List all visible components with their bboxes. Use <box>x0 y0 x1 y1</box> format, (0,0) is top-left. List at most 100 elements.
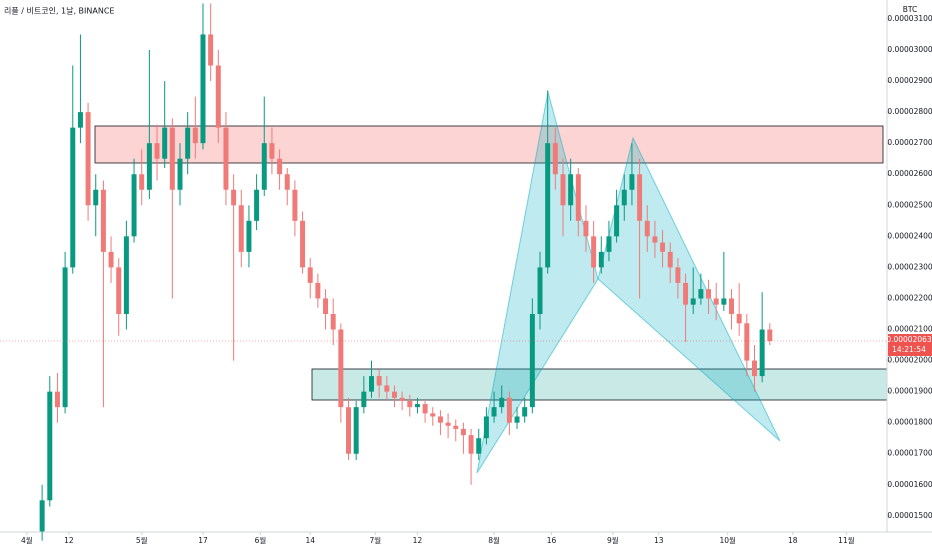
candle-body <box>384 385 390 392</box>
candle-body <box>231 189 237 206</box>
candle-body <box>644 220 650 237</box>
candle-body <box>744 323 750 361</box>
candle-body <box>729 298 734 314</box>
candle-body <box>323 298 329 314</box>
candle-body <box>629 174 635 190</box>
candle-body <box>545 143 551 268</box>
x-tick-label: 8월 <box>488 535 500 545</box>
candle-body <box>399 397 405 401</box>
y-tick-label: 0.00002200 <box>887 293 932 302</box>
last-price-tag <box>888 334 932 357</box>
candle-body <box>591 236 597 268</box>
candle-body <box>568 174 574 206</box>
candle-body <box>552 143 558 175</box>
candle-body <box>284 174 290 190</box>
candle-body <box>660 242 666 252</box>
candle-body <box>100 189 106 252</box>
countdown: 14:21:54 <box>892 345 926 354</box>
candle-body <box>391 391 397 398</box>
symbol-legend: 리플 / 비트코인, 1날, BINANCE <box>4 6 115 16</box>
candle-body <box>292 189 298 221</box>
x-tick-label: 4월 <box>21 535 33 545</box>
candle-body <box>169 127 175 190</box>
candle-body <box>751 360 757 377</box>
y-tick-label: 0.00002600 <box>887 169 932 178</box>
y-tick-label: 0.00003100 <box>887 14 932 23</box>
x-tick-label: 12 <box>64 536 74 545</box>
candle-body <box>468 435 474 454</box>
candle-body <box>146 143 152 190</box>
candle-body <box>192 127 198 144</box>
candle-body <box>139 174 145 190</box>
x-tick-label: 10월 <box>719 535 736 545</box>
y-tick-label: 0.00001900 <box>887 387 932 396</box>
y-tick-label: 0.00003000 <box>887 45 932 54</box>
candle-body <box>736 313 742 324</box>
candle-body <box>483 416 489 439</box>
x-tick-label: 5월 <box>136 535 148 545</box>
candle-body <box>637 174 643 221</box>
candle-body <box>162 127 168 159</box>
candle-body <box>353 407 359 454</box>
candle-body <box>261 143 267 190</box>
candle-body <box>154 143 160 159</box>
candle-body <box>300 220 306 268</box>
y-unit: BTC <box>903 5 918 14</box>
candle-body <box>62 267 68 408</box>
candle-body <box>514 416 520 423</box>
candle-body <box>208 34 214 66</box>
x-tick-label: 17 <box>198 536 208 545</box>
candle-body <box>223 127 229 190</box>
candle-body <box>652 236 658 243</box>
candle-body <box>560 174 566 206</box>
candle-body <box>70 127 76 268</box>
candle-body <box>246 220 252 252</box>
y-tick-label: 0.00002100 <box>887 325 932 334</box>
candle-body <box>414 404 420 408</box>
candle-body <box>583 220 589 237</box>
candle-body <box>713 298 719 305</box>
x-tick-label: 14 <box>305 536 315 545</box>
candle-body <box>537 267 543 314</box>
candle-body <box>430 413 436 417</box>
y-tick-label: 0.00001800 <box>887 418 932 427</box>
candle-body <box>131 174 137 237</box>
candle-body <box>277 158 283 175</box>
candle-body <box>437 416 443 423</box>
candle-body <box>200 34 206 144</box>
candle-body <box>690 298 696 305</box>
candle-body <box>460 428 466 436</box>
candle-body <box>575 174 581 221</box>
candle-body <box>215 65 221 128</box>
candle-body <box>529 313 535 408</box>
y-tick-label: 0.00002700 <box>887 138 932 147</box>
candle-body <box>621 189 627 206</box>
candle-body <box>177 158 183 190</box>
candle-body <box>116 267 122 314</box>
candle-body <box>407 400 413 408</box>
x-tick-label: 12 <box>413 536 423 545</box>
candle-body <box>85 112 91 206</box>
candle-body <box>606 236 612 252</box>
candle-body <box>315 282 321 299</box>
x-tick-label: 18 <box>788 536 798 545</box>
support-zone <box>311 368 888 401</box>
candle-body <box>361 391 367 408</box>
x-tick-label: 11월 <box>838 535 855 545</box>
candle-body <box>108 251 114 268</box>
x-tick-label: 9월 <box>607 535 619 545</box>
candle-body <box>683 282 689 305</box>
y-tick-label: 0.00002300 <box>887 262 932 271</box>
candle-body <box>698 289 704 299</box>
candle-body <box>238 205 244 252</box>
x-tick-label: 7월 <box>369 535 381 545</box>
x-tick-label: 13 <box>654 536 664 545</box>
y-tick-label: 0.00002400 <box>887 231 932 240</box>
candle-body <box>506 397 512 423</box>
y-tick-label: 0.00002000 <box>887 356 932 365</box>
candle-body <box>491 407 497 417</box>
candle-body <box>123 236 129 314</box>
candle-body <box>767 329 773 342</box>
